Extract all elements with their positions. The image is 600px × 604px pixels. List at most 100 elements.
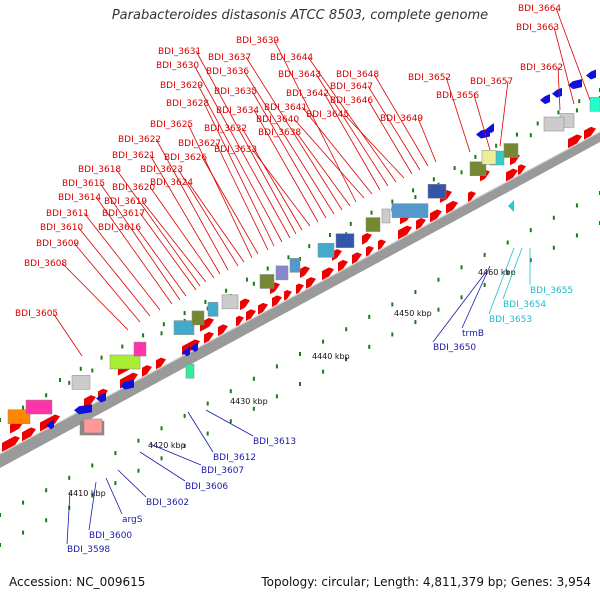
scale-tick xyxy=(275,394,278,399)
scale-tick xyxy=(414,290,417,295)
gene-label-rna: BDI_3655 xyxy=(530,286,573,296)
gene-label-forward: BDI_3631 xyxy=(158,47,201,57)
scale-tick xyxy=(460,295,463,300)
scale-tick xyxy=(183,443,186,448)
gene-label-forward: BDI_3635 xyxy=(214,87,257,97)
reverse-gene-arrow xyxy=(190,342,198,353)
gene-label-forward: BDI_3614 xyxy=(58,193,101,203)
genome-backbone xyxy=(0,132,600,468)
forward-gene-arrow xyxy=(156,357,166,370)
gene-label-forward: BDI_3643 xyxy=(278,70,321,80)
genome-title: Parabacteroides distasonis ATCC 8503, co… xyxy=(111,8,489,23)
genome-summary-text: Topology: circular; Length: 4,811,379 bp… xyxy=(261,575,591,589)
feature-box xyxy=(207,302,219,317)
feature-box xyxy=(25,399,53,415)
feature-box xyxy=(391,203,429,218)
scale-tick xyxy=(308,244,311,249)
forward-gene-arrow xyxy=(2,435,20,452)
feature-box xyxy=(173,320,195,335)
feature-box xyxy=(427,184,447,199)
gene-label-reverse: BDI_3606 xyxy=(185,482,228,492)
gene-label-forward: BDI_3630 xyxy=(156,61,199,71)
forward-gene-arrow xyxy=(284,289,292,301)
scale-tick xyxy=(245,277,248,282)
gene-label-forward: BDI_3616 xyxy=(98,223,141,233)
feature-box xyxy=(503,143,519,158)
gene-label-reverse: BDI_3613 xyxy=(253,437,296,447)
scale-tick xyxy=(45,488,48,493)
scale-tick xyxy=(206,306,209,311)
gene-label-forward: BDI_3637 xyxy=(208,53,251,63)
scale-tick xyxy=(345,327,348,332)
gene-label-forward: BDI_3622 xyxy=(118,135,161,145)
scale-tick xyxy=(322,339,325,344)
scale-tick xyxy=(578,99,581,104)
scale-label: 4440 kbp xyxy=(312,352,350,361)
scale-tick xyxy=(79,366,82,371)
scale-tick xyxy=(536,121,539,126)
scale-tick xyxy=(142,333,145,338)
scale-tick xyxy=(229,389,232,394)
scale-tick xyxy=(100,355,103,360)
gene-label-reverse: BDI_3612 xyxy=(213,453,256,463)
scale-tick xyxy=(114,451,117,456)
scale-tick xyxy=(91,368,94,373)
feature-box xyxy=(185,363,195,379)
gene-label-forward: BDI_3617 xyxy=(102,209,145,219)
scale-tick xyxy=(45,393,48,398)
scale-tick xyxy=(391,199,394,204)
gene-label-leader xyxy=(88,481,97,531)
gene-label-leader xyxy=(499,80,509,147)
reverse-gene-arrow xyxy=(586,69,596,80)
forward-gene-arrow xyxy=(258,302,268,315)
gene-label-leader xyxy=(473,94,491,151)
reverse-gene-arrow xyxy=(486,123,494,134)
gene-label-leader xyxy=(187,411,214,453)
scale-label: 4420 kbp xyxy=(148,441,186,450)
feature-box xyxy=(7,409,31,424)
scale-tick xyxy=(183,413,186,418)
forward-gene-arrow xyxy=(22,427,36,442)
scale-tick xyxy=(266,266,269,271)
scale-tick xyxy=(22,530,25,535)
reverse-gene-arrow xyxy=(476,128,490,139)
scale-tick xyxy=(137,438,140,443)
scale-tick xyxy=(437,307,440,312)
scale-tick xyxy=(183,311,186,316)
gene-label-forward: BDI_3649 xyxy=(380,114,423,124)
scale-tick xyxy=(552,215,555,220)
scale-tick xyxy=(506,270,509,275)
gene-label-leader xyxy=(215,142,269,251)
gene-label-leader xyxy=(315,73,389,187)
gene-label-leader xyxy=(139,451,186,482)
gene-label-forward: BDI_3644 xyxy=(270,53,313,63)
gene-label-forward: BDI_3656 xyxy=(436,91,479,101)
gene-label-leader xyxy=(273,39,357,203)
scale-tick xyxy=(506,240,509,245)
gene-label-leader xyxy=(557,66,561,111)
gene-label-leader xyxy=(293,118,365,199)
gene-label-rna: BDI_3653 xyxy=(489,315,532,325)
scale-tick xyxy=(460,170,463,175)
gene-label-reverse: BDI_3602 xyxy=(146,498,189,508)
forward-gene-arrow xyxy=(366,245,374,257)
gene-label-leader xyxy=(201,156,259,255)
gene-label-leader xyxy=(149,154,221,275)
scale-tick xyxy=(22,500,25,505)
scale-tick xyxy=(437,277,440,282)
gene-label-leader xyxy=(73,242,141,323)
gene-label-reverse: trmB xyxy=(462,329,484,339)
footer-bar: Accession: NC_009615 Topology: circular;… xyxy=(0,573,600,593)
gene-label-forward: BDI_3633 xyxy=(214,145,257,155)
gene-label-forward: BDI_3605 xyxy=(15,309,58,319)
gene-label-leader xyxy=(117,469,147,498)
gene-label-leader xyxy=(251,148,311,227)
gene-label-leader xyxy=(139,212,197,291)
scale-tick xyxy=(483,282,486,287)
scale-tick xyxy=(225,288,228,293)
feature-box xyxy=(259,274,275,289)
gene-label-leader xyxy=(105,477,123,515)
gene-label-forward: BDI_3663 xyxy=(516,23,559,33)
scale-label: 4410 kbp xyxy=(68,489,106,498)
forward-gene-arrow xyxy=(568,134,582,149)
